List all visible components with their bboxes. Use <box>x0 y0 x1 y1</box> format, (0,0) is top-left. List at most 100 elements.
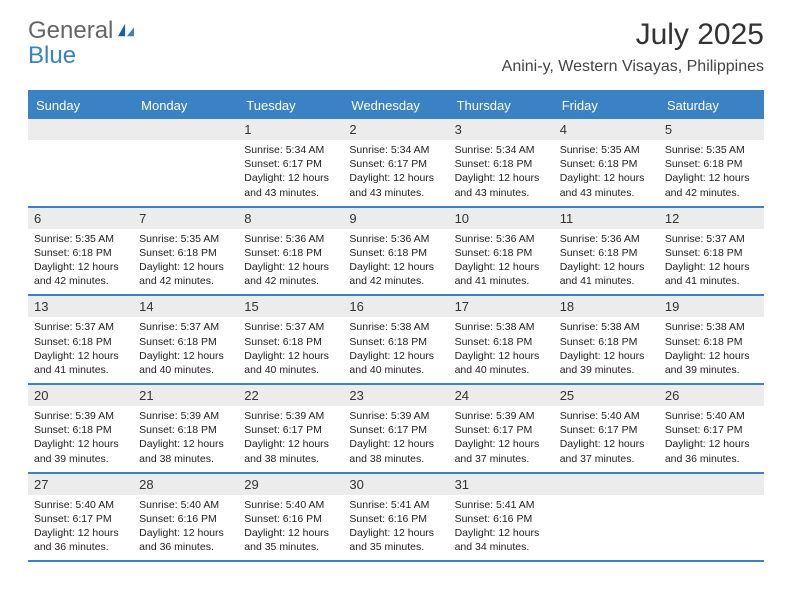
day-body: Sunrise: 5:41 AMSunset: 6:16 PMDaylight:… <box>449 495 554 561</box>
daylight-text: Daylight: 12 hours and 40 minutes. <box>349 349 442 377</box>
day-cell: 14Sunrise: 5:37 AMSunset: 6:18 PMDayligh… <box>133 296 238 383</box>
day-number: 13 <box>28 296 133 317</box>
brand-logo: GeneralBlue <box>28 18 136 68</box>
sunset-text: Sunset: 6:17 PM <box>34 512 127 526</box>
daylight-text: Daylight: 12 hours and 42 minutes. <box>665 171 758 199</box>
daylight-text: Daylight: 12 hours and 41 minutes. <box>455 260 548 288</box>
sunset-text: Sunset: 6:18 PM <box>665 157 758 171</box>
daylight-text: Daylight: 12 hours and 36 minutes. <box>34 526 127 554</box>
day-number: 24 <box>449 385 554 406</box>
sunset-text: Sunset: 6:16 PM <box>244 512 337 526</box>
day-number: 3 <box>449 119 554 140</box>
sunrise-text: Sunrise: 5:38 AM <box>455 320 548 334</box>
day-body: Sunrise: 5:35 AMSunset: 6:18 PMDaylight:… <box>28 229 133 295</box>
day-number: 16 <box>343 296 448 317</box>
day-body: Sunrise: 5:39 AMSunset: 6:17 PMDaylight:… <box>449 406 554 472</box>
month-title: July 2025 <box>502 18 764 52</box>
day-body-empty <box>554 495 659 561</box>
day-body: Sunrise: 5:38 AMSunset: 6:18 PMDaylight:… <box>449 317 554 383</box>
day-cell: 24Sunrise: 5:39 AMSunset: 6:17 PMDayligh… <box>449 385 554 472</box>
day-number: 30 <box>343 474 448 495</box>
sunset-text: Sunset: 6:18 PM <box>139 335 232 349</box>
day-body: Sunrise: 5:36 AMSunset: 6:18 PMDaylight:… <box>238 229 343 295</box>
day-number: 2 <box>343 119 448 140</box>
sunset-text: Sunset: 6:18 PM <box>455 157 548 171</box>
day-body: Sunrise: 5:36 AMSunset: 6:18 PMDaylight:… <box>449 229 554 295</box>
day-number: 12 <box>659 208 764 229</box>
sunset-text: Sunset: 6:18 PM <box>665 335 758 349</box>
day-cell: 13Sunrise: 5:37 AMSunset: 6:18 PMDayligh… <box>28 296 133 383</box>
sunrise-text: Sunrise: 5:35 AM <box>560 143 653 157</box>
sunrise-text: Sunrise: 5:41 AM <box>455 498 548 512</box>
day-body: Sunrise: 5:34 AMSunset: 6:17 PMDaylight:… <box>343 140 448 206</box>
daylight-text: Daylight: 12 hours and 39 minutes. <box>560 349 653 377</box>
day-body: Sunrise: 5:37 AMSunset: 6:18 PMDaylight:… <box>659 229 764 295</box>
sunrise-text: Sunrise: 5:37 AM <box>665 232 758 246</box>
day-number: 19 <box>659 296 764 317</box>
day-cell: 20Sunrise: 5:39 AMSunset: 6:18 PMDayligh… <box>28 385 133 472</box>
daylight-text: Daylight: 12 hours and 38 minutes. <box>244 437 337 465</box>
sunrise-text: Sunrise: 5:40 AM <box>34 498 127 512</box>
sunrise-text: Sunrise: 5:36 AM <box>455 232 548 246</box>
day-cell <box>133 119 238 206</box>
sunset-text: Sunset: 6:17 PM <box>349 157 442 171</box>
day-body: Sunrise: 5:34 AMSunset: 6:17 PMDaylight:… <box>238 140 343 206</box>
day-cell: 17Sunrise: 5:38 AMSunset: 6:18 PMDayligh… <box>449 296 554 383</box>
day-body: Sunrise: 5:39 AMSunset: 6:18 PMDaylight:… <box>28 406 133 472</box>
sunrise-text: Sunrise: 5:39 AM <box>139 409 232 423</box>
sunrise-text: Sunrise: 5:34 AM <box>244 143 337 157</box>
day-number: 26 <box>659 385 764 406</box>
dow-cell: Friday <box>554 92 659 119</box>
dow-cell: Wednesday <box>343 92 448 119</box>
dow-cell: Tuesday <box>238 92 343 119</box>
day-cell: 8Sunrise: 5:36 AMSunset: 6:18 PMDaylight… <box>238 208 343 295</box>
day-body: Sunrise: 5:40 AMSunset: 6:16 PMDaylight:… <box>133 495 238 561</box>
sunrise-text: Sunrise: 5:40 AM <box>139 498 232 512</box>
brand-part1: General <box>28 17 113 44</box>
day-number: 5 <box>659 119 764 140</box>
day-cell: 25Sunrise: 5:40 AMSunset: 6:17 PMDayligh… <box>554 385 659 472</box>
day-number: 20 <box>28 385 133 406</box>
day-body: Sunrise: 5:39 AMSunset: 6:17 PMDaylight:… <box>343 406 448 472</box>
day-body: Sunrise: 5:35 AMSunset: 6:18 PMDaylight:… <box>659 140 764 206</box>
day-number: 1 <box>238 119 343 140</box>
day-body: Sunrise: 5:40 AMSunset: 6:17 PMDaylight:… <box>28 495 133 561</box>
dow-cell: Saturday <box>659 92 764 119</box>
daylight-text: Daylight: 12 hours and 42 minutes. <box>349 260 442 288</box>
day-number: 25 <box>554 385 659 406</box>
daylight-text: Daylight: 12 hours and 36 minutes. <box>665 437 758 465</box>
daylight-text: Daylight: 12 hours and 35 minutes. <box>244 526 337 554</box>
week-row: 27Sunrise: 5:40 AMSunset: 6:17 PMDayligh… <box>28 474 764 563</box>
sunset-text: Sunset: 6:17 PM <box>665 423 758 437</box>
dow-cell: Sunday <box>28 92 133 119</box>
day-cell: 31Sunrise: 5:41 AMSunset: 6:16 PMDayligh… <box>449 474 554 561</box>
sunset-text: Sunset: 6:18 PM <box>665 246 758 260</box>
day-number: 28 <box>133 474 238 495</box>
daylight-text: Daylight: 12 hours and 38 minutes. <box>349 437 442 465</box>
day-body: Sunrise: 5:38 AMSunset: 6:18 PMDaylight:… <box>659 317 764 383</box>
sunrise-text: Sunrise: 5:41 AM <box>349 498 442 512</box>
day-body: Sunrise: 5:35 AMSunset: 6:18 PMDaylight:… <box>554 140 659 206</box>
sunrise-text: Sunrise: 5:35 AM <box>34 232 127 246</box>
day-cell <box>554 474 659 561</box>
sunrise-text: Sunrise: 5:40 AM <box>560 409 653 423</box>
day-cell: 21Sunrise: 5:39 AMSunset: 6:18 PMDayligh… <box>133 385 238 472</box>
sunrise-text: Sunrise: 5:37 AM <box>34 320 127 334</box>
daylight-text: Daylight: 12 hours and 42 minutes. <box>139 260 232 288</box>
sunset-text: Sunset: 6:18 PM <box>34 246 127 260</box>
sunset-text: Sunset: 6:18 PM <box>560 157 653 171</box>
daylight-text: Daylight: 12 hours and 36 minutes. <box>139 526 232 554</box>
day-number: 31 <box>449 474 554 495</box>
day-body: Sunrise: 5:40 AMSunset: 6:17 PMDaylight:… <box>659 406 764 472</box>
day-number-empty <box>659 474 764 495</box>
sunrise-text: Sunrise: 5:36 AM <box>349 232 442 246</box>
day-number-empty <box>28 119 133 140</box>
day-body: Sunrise: 5:40 AMSunset: 6:17 PMDaylight:… <box>554 406 659 472</box>
day-cell <box>659 474 764 561</box>
day-cell: 30Sunrise: 5:41 AMSunset: 6:16 PMDayligh… <box>343 474 448 561</box>
day-number: 27 <box>28 474 133 495</box>
day-cell: 16Sunrise: 5:38 AMSunset: 6:18 PMDayligh… <box>343 296 448 383</box>
daylight-text: Daylight: 12 hours and 42 minutes. <box>244 260 337 288</box>
sunset-text: Sunset: 6:18 PM <box>560 335 653 349</box>
sunrise-text: Sunrise: 5:39 AM <box>455 409 548 423</box>
